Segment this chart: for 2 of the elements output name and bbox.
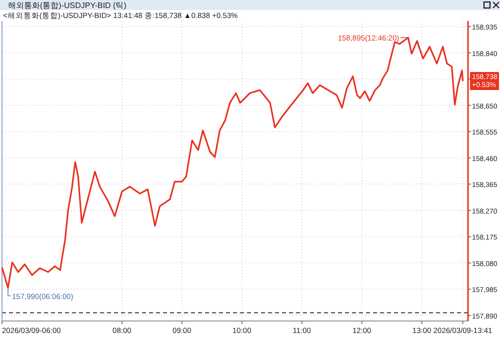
chart-title: 해외통화(통합)-USDJPY-BID (틱) xyxy=(8,1,127,10)
line-series xyxy=(1,36,464,289)
